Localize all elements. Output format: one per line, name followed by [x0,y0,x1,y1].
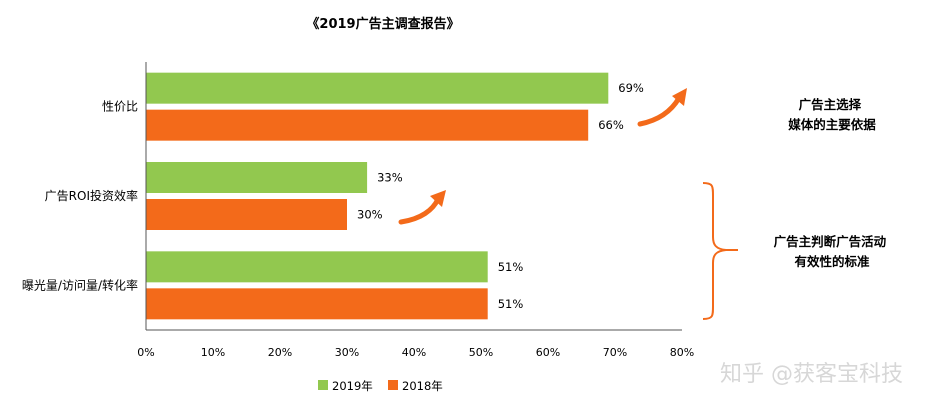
legend-label-2019: 2019年 [332,379,373,393]
bar-2018年-0 [146,109,589,141]
x-tick-label: 60% [536,346,560,359]
watermark-text: 知乎 @获客宝科技 [720,362,903,387]
bar-2019年-0 [146,72,609,104]
x-tick-labels: 0% 10% 20% 30% 40% 50% 60% 70% 80% [137,346,694,359]
category-label: 广告ROI投资效率 [45,188,138,203]
bar-2018年-1 [146,199,347,230]
annotation-note-1: 广告主选择 媒体的主要依据 [788,97,876,132]
bar-2019年-1 [146,162,368,193]
legend-label-2018: 2018年 [402,379,443,393]
bar-2019年-2 [146,251,488,283]
bars-layer [146,72,609,320]
legend: 2019年 2018年 [318,379,443,393]
annotation-note-2-line-1: 广告主判断广告活动 [774,234,887,249]
data-labels-layer: 69% 66% 33% 30% 51% 51% [357,81,644,311]
up-arrow-icon [637,88,687,127]
data-label: 69% [618,81,644,95]
up-arrow-icon [398,190,446,225]
x-tick-label: 20% [268,346,292,359]
x-tick-label: 30% [335,346,359,359]
annotation-note-1-line-2: 媒体的主要依据 [788,117,876,132]
data-label: 66% [598,118,624,132]
annotation-note-1-line-1: 广告主选择 [799,97,862,112]
data-label: 51% [498,260,524,274]
bar-2018年-2 [146,288,488,320]
data-label: 30% [357,208,383,222]
x-tick-label: 40% [402,346,426,359]
category-label: 曝光量/访问量/转化率 [22,277,138,292]
x-tick-label: 0% [137,346,154,359]
curly-brace-icon [702,182,727,320]
x-tick-label: 10% [201,346,225,359]
annotation-note-2-line-2: 有效性的标准 [794,254,870,269]
legend-swatch-2019 [318,380,328,390]
x-tick-label: 50% [469,346,493,359]
annotation-note-2: 广告主判断广告活动 有效性的标准 [774,234,891,269]
category-label: 性价比 [102,100,138,114]
data-label: 33% [377,171,403,185]
x-tick-label: 70% [603,346,627,359]
chart-title: 《2019广告主调查报告》 [306,16,459,32]
x-tick-label: 80% [670,346,694,359]
data-label: 51% [498,297,524,311]
legend-swatch-2018 [388,380,398,390]
